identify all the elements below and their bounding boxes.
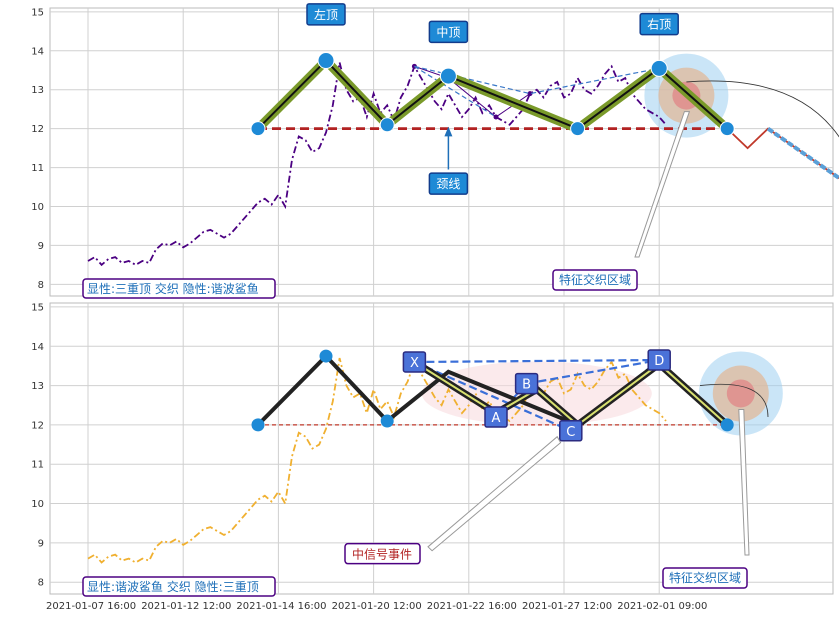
harmonic-point-box xyxy=(484,406,508,428)
projection-target xyxy=(766,127,839,181)
y-tick-label: 10 xyxy=(31,499,44,510)
peak-label-box xyxy=(306,3,346,26)
signal-label: 中信号事件 xyxy=(352,547,412,562)
y-tick-label: 13 xyxy=(31,381,44,392)
x-tick-label: 2021-01-12 12:00 xyxy=(141,601,231,612)
harmonic-point-label: A xyxy=(492,411,501,426)
pattern-node xyxy=(650,59,668,77)
feature-arrow xyxy=(634,111,691,258)
feature-label-box xyxy=(662,567,748,589)
price-series-line xyxy=(87,357,667,564)
projection-arc xyxy=(699,383,769,418)
plot-frame xyxy=(49,302,834,595)
pattern-node xyxy=(319,349,333,363)
harmonic-point-label: X xyxy=(410,356,419,371)
info-label-box xyxy=(82,278,276,299)
peak-label-box xyxy=(639,12,679,36)
peak-label: 颈线 xyxy=(436,177,460,191)
feature-label: 特征交织区域 xyxy=(669,570,741,585)
harmonic-point-box xyxy=(647,349,671,371)
y-tick-label: 13 xyxy=(31,85,44,96)
harmonic-point-box xyxy=(514,372,539,395)
inner-point xyxy=(527,91,533,97)
peak-label-box xyxy=(428,172,469,195)
signal-arrow xyxy=(427,435,562,552)
harmonic-dashed xyxy=(414,358,660,364)
pattern-node xyxy=(380,414,394,428)
pattern-node xyxy=(721,122,734,135)
projection-arc xyxy=(686,80,839,138)
y-tick-label: 14 xyxy=(31,342,44,353)
harmonic-line xyxy=(413,361,728,427)
info-label-box xyxy=(82,576,276,597)
y-tick-label: 15 xyxy=(31,302,44,313)
feature-label-box xyxy=(552,269,638,291)
x-tick-label: 2021-01-07 16:00 xyxy=(46,601,136,612)
info-label: 显性:谐波鲨鱼 交织 隐性:三重顶 xyxy=(87,579,259,594)
x-axis: 2021-01-07 16:00 2021-01-12 12:00 2021-01-… xyxy=(46,601,707,612)
plot-frame xyxy=(49,7,834,297)
pattern-node xyxy=(317,52,335,70)
x-tick-label: 2021-01-20 12:00 xyxy=(332,601,422,612)
y-tick-label: 15 xyxy=(31,7,44,18)
peak-label: 左顶 xyxy=(314,7,338,22)
pattern-node xyxy=(251,418,265,432)
price-series-line xyxy=(87,62,667,267)
pattern-node xyxy=(570,121,586,137)
peak-label: 右顶 xyxy=(647,17,671,32)
pattern-node xyxy=(720,418,734,432)
pattern-node xyxy=(379,117,395,133)
x-tick-label: 2021-02-01 09:00 xyxy=(617,601,707,612)
y-tick-label: 14 xyxy=(31,46,44,57)
x-tick-label: 2021-01-22 16:00 xyxy=(427,601,517,612)
pattern-node xyxy=(250,121,266,137)
harmonic-dashed xyxy=(526,358,660,385)
info-label: 显性:三重顶 交织 隐性:谐波鲨鱼 xyxy=(87,281,259,296)
y-tick-label: 10 xyxy=(31,202,44,213)
peak-label-box xyxy=(428,20,469,44)
y-tick-label: 9 xyxy=(38,538,44,549)
harmonic-point-box xyxy=(559,420,583,442)
harmonic-point-label: B xyxy=(522,378,531,393)
harmonic-dashed xyxy=(413,360,572,432)
pattern-node xyxy=(439,67,457,85)
x-tick-label: 2021-01-14 16:00 xyxy=(236,601,326,612)
signal-label-box xyxy=(344,542,421,565)
y-tick-label: 8 xyxy=(38,578,44,589)
neckline-arrowhead xyxy=(444,126,453,137)
feature-label: 特征交织区域 xyxy=(559,272,631,287)
y-tick-label: 9 xyxy=(38,241,44,252)
feature-zone-inner xyxy=(726,379,755,408)
y-tick-label: 11 xyxy=(31,163,44,174)
x-tick-label: 2021-01-27 12:00 xyxy=(522,601,612,612)
harmonic-point-label: C xyxy=(566,425,575,440)
y-tick-label: 12 xyxy=(31,124,44,135)
y-tick-label: 11 xyxy=(31,460,44,471)
feature-arrow xyxy=(738,408,750,556)
y-tick-label: 8 xyxy=(38,280,44,291)
peak-label: 中顶 xyxy=(436,24,460,39)
harmonic-point-box xyxy=(402,351,427,373)
harmonic-point-label: D xyxy=(654,354,664,369)
y-tick-label: 12 xyxy=(31,420,44,431)
trend-dashed xyxy=(414,65,497,118)
